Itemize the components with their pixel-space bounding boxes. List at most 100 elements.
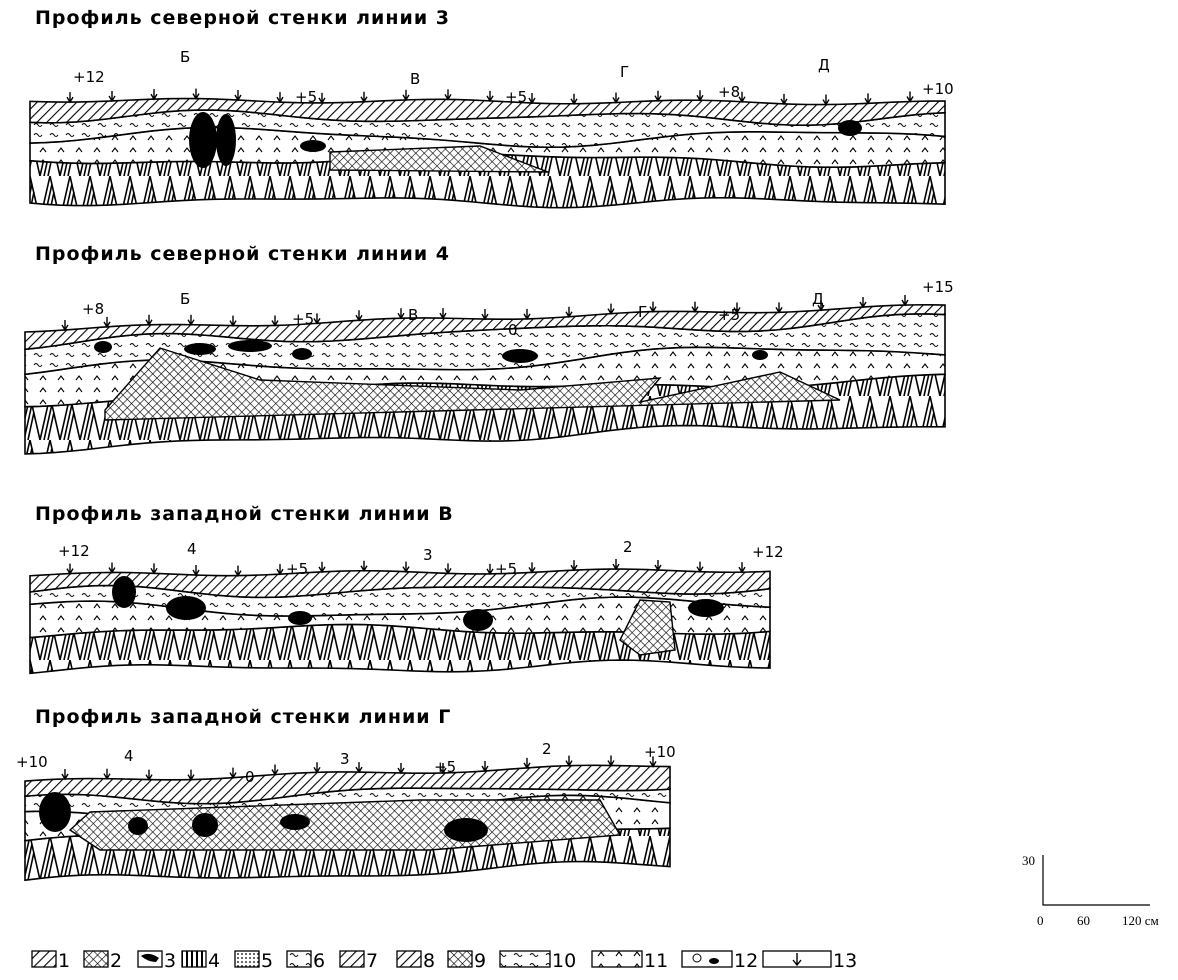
sample-arrow <box>271 315 279 327</box>
legend-number: 13 <box>833 950 857 972</box>
sample-arrow <box>61 319 69 332</box>
profile-label: Д <box>812 290 824 308</box>
sample-arrow <box>192 565 200 577</box>
profile-label: +10 <box>922 80 954 98</box>
legend-glyph <box>141 953 159 962</box>
sample-arrow <box>481 309 489 321</box>
profile-label: 0 <box>508 321 518 339</box>
sample-arrow <box>523 308 531 321</box>
sample-arrow <box>187 769 195 781</box>
scale-bar <box>1042 855 1150 906</box>
artifact <box>166 596 206 620</box>
sample-arrow <box>355 310 363 322</box>
sample-arrow <box>439 762 447 775</box>
legend-swatch <box>447 950 473 968</box>
artifact <box>502 349 538 363</box>
sample-arrow <box>108 90 116 103</box>
sample-arrow <box>192 88 200 100</box>
profile-label: В <box>408 306 418 324</box>
turf-layer <box>24 764 671 805</box>
legend-swatch <box>286 950 312 968</box>
legend-number: 2 <box>110 950 122 972</box>
profile-label: +5 <box>505 88 527 106</box>
legend-glyph <box>692 953 702 963</box>
legend-number: 5 <box>261 950 273 972</box>
sample-arrow <box>649 756 657 768</box>
profile-label: +12 <box>752 543 784 561</box>
artifact <box>463 609 493 631</box>
sample-arrow <box>570 93 578 106</box>
sample-arrow <box>612 559 620 571</box>
sample-arrow <box>61 768 69 781</box>
profile-label: Б <box>180 48 190 66</box>
profile-label: 3 <box>423 546 433 564</box>
artifact <box>112 576 136 608</box>
scale-label: 60 <box>1077 913 1090 928</box>
sample-arrow <box>66 92 74 104</box>
sample-arrow <box>696 90 704 102</box>
sample-arrow <box>864 93 872 105</box>
sample-arrow <box>528 92 536 105</box>
legend-number: 9 <box>474 950 486 972</box>
profile-label: +5 <box>495 560 517 578</box>
profile-label: +10 <box>644 743 676 761</box>
profile-title: Профиль западной стенки линии Г <box>35 706 451 728</box>
turf-layer <box>24 304 946 351</box>
sample-arrow <box>318 561 326 574</box>
profile-label: Б <box>180 290 190 308</box>
sample-arrow <box>906 91 914 103</box>
artifact <box>838 120 862 136</box>
profile-label: 2 <box>623 538 633 556</box>
sample-arrow <box>486 563 494 576</box>
legend-number: 10 <box>552 950 576 972</box>
sample-arrow <box>738 91 746 104</box>
sample-arrow <box>733 302 741 314</box>
sample-arrow <box>360 91 368 104</box>
profile-title: Профиль северной стенки линии 3 <box>35 7 450 29</box>
scale-label: 30 <box>1022 853 1035 868</box>
sample-arrow <box>355 762 363 774</box>
sample-arrow <box>271 764 279 776</box>
profile-label: Д <box>818 56 830 74</box>
sample-arrow <box>439 308 447 320</box>
sample-arrow <box>570 560 578 572</box>
profile-title: Профиль западной стенки линии В <box>35 503 454 525</box>
artifact <box>444 818 488 842</box>
artifact <box>228 340 272 352</box>
profile-label: В <box>410 70 420 88</box>
artifact <box>688 599 724 617</box>
legend-swatch <box>339 950 365 968</box>
profile-label: 3 <box>340 750 350 768</box>
scale-label: 120 см <box>1122 913 1159 928</box>
sample-arrow <box>318 92 326 105</box>
legend-number: 7 <box>366 950 378 972</box>
profile-label: +12 <box>58 542 90 560</box>
sample-arrow <box>696 561 704 574</box>
legend-swatch <box>234 950 260 968</box>
sample-arrow <box>654 559 662 572</box>
sample-arrow <box>150 89 158 101</box>
profile-label: 4 <box>187 540 197 558</box>
sample-arrow <box>234 90 242 102</box>
profile-label: 0 <box>245 768 255 786</box>
profile-label: +5 <box>718 306 740 324</box>
legend-number: 4 <box>208 950 220 972</box>
crosshatched-deposit <box>329 145 549 173</box>
legend-swatch <box>499 950 551 968</box>
legend-number: 8 <box>423 950 435 972</box>
profile-label: +12 <box>73 68 105 86</box>
legend-number: 12 <box>734 950 758 972</box>
sample-arrow <box>234 565 242 577</box>
sample-arrow <box>528 562 536 574</box>
profile: Профиль западной стенки линии В +12 4 +5 3 +5… <box>29 503 784 675</box>
legend-swatch <box>181 950 207 968</box>
legend-glyph <box>709 958 719 964</box>
sample-arrow <box>150 563 158 575</box>
profile-label: +5 <box>434 758 456 776</box>
crosshatched-deposit <box>104 347 841 421</box>
sample-arrow <box>738 562 746 574</box>
sample-arrow <box>607 303 615 315</box>
sample-arrow <box>859 297 867 309</box>
sample-arrow <box>276 92 284 104</box>
